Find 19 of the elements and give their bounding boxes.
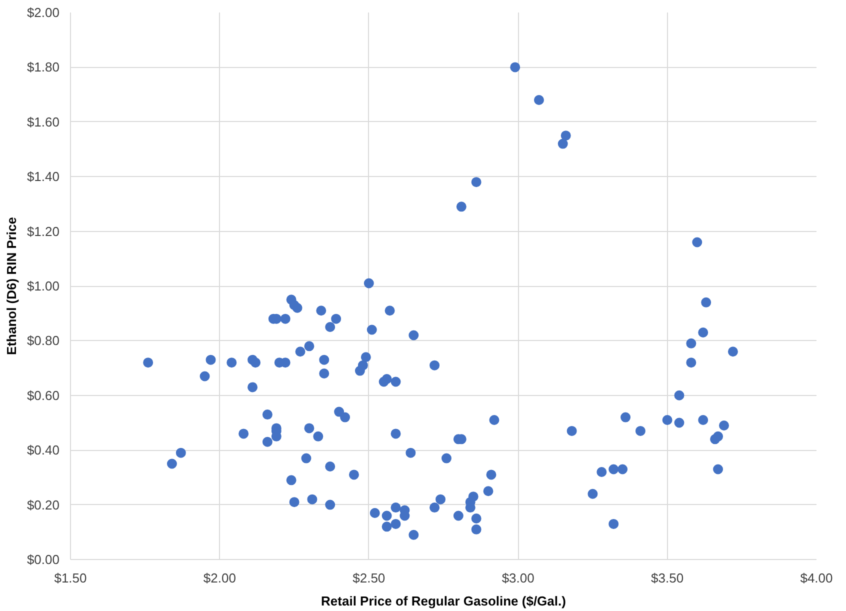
- x-tick-label: $2.50: [352, 570, 386, 586]
- x-axis-title: Retail Price of Regular Gasoline ($/Gal.): [321, 594, 566, 608]
- x-tick-label: $2.00: [203, 570, 236, 586]
- y-tick-label: $1.80: [26, 60, 60, 75]
- y-tick-label: $0.40: [26, 442, 60, 458]
- y-tick-label: $1.20: [26, 224, 60, 239]
- y-axis-title: Ethanol (D6) RIN Price: [4, 217, 19, 355]
- x-tick-label: $1.50: [54, 570, 87, 586]
- y-tick-label: $0.60: [26, 388, 60, 403]
- x-tick-label: $3.00: [502, 570, 534, 586]
- x-tick-label: $4.00: [800, 570, 833, 586]
- y-tick-label: $1.40: [26, 169, 60, 184]
- y-tick-label: $0.20: [26, 497, 60, 512]
- y-tick-label: $2.00: [26, 5, 60, 20]
- y-tick-label: $0.80: [26, 333, 60, 348]
- y-tick-label: $1.00: [26, 278, 60, 294]
- y-tick-label: $1.60: [26, 114, 60, 130]
- x-tick-label: $3.50: [651, 570, 684, 586]
- y-tick-label: $0.00: [26, 552, 60, 567]
